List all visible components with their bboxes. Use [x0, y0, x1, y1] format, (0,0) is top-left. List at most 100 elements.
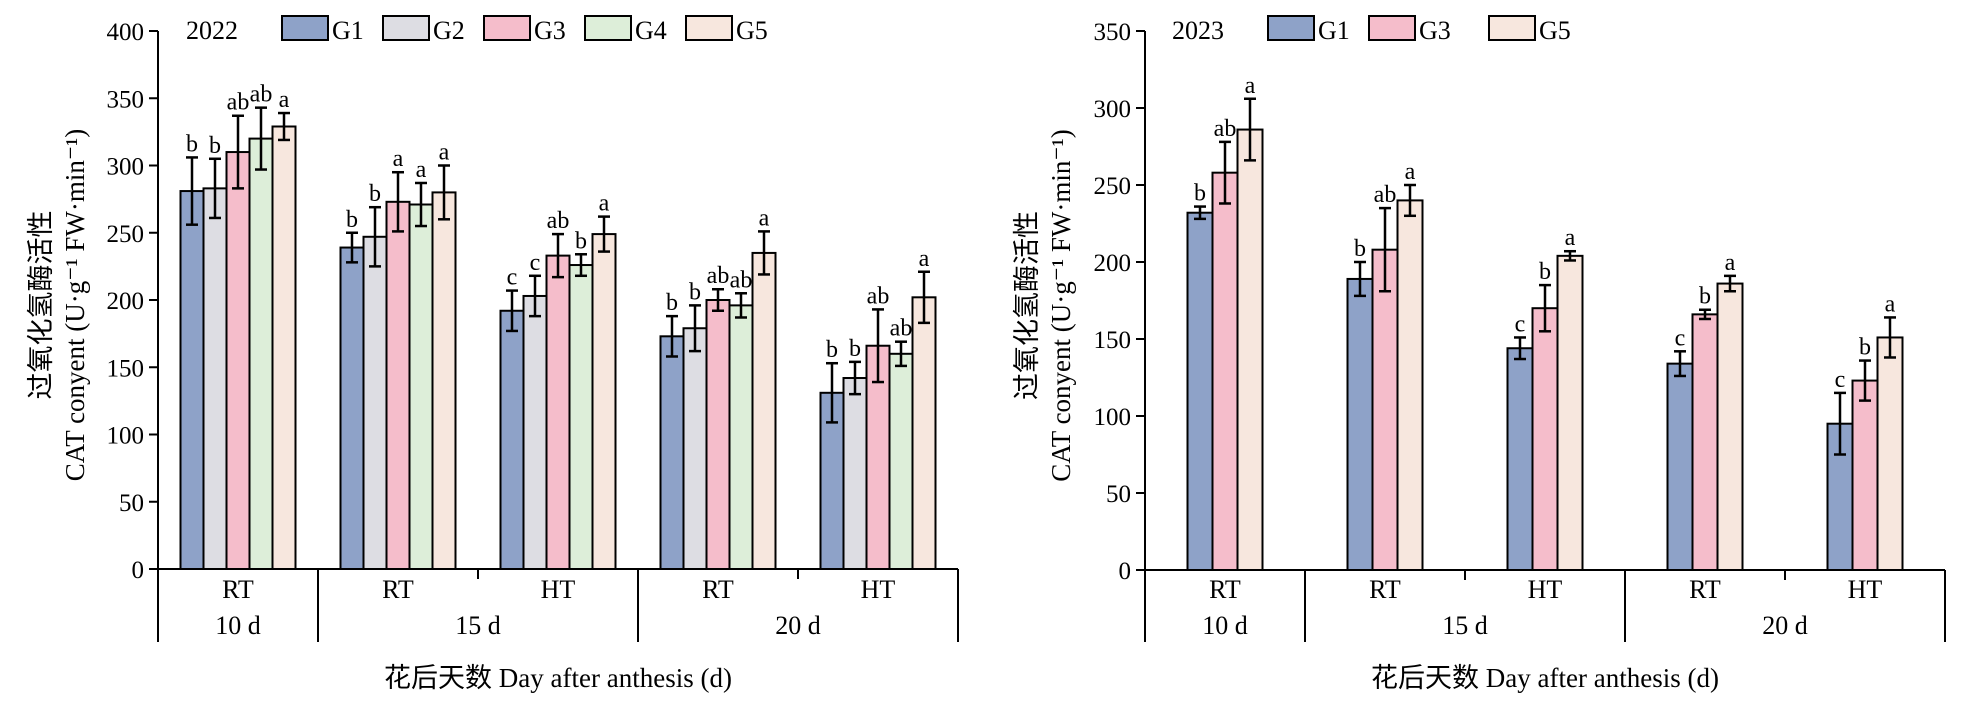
bar-g1 [1186, 211, 1214, 571]
y-axis-title-cn: 过氧化氢酶活性 [26, 211, 56, 400]
significance-letter: b [186, 131, 198, 157]
legend-label: G1 [332, 16, 364, 45]
bar-g2 [202, 187, 228, 571]
legend-label: G4 [635, 16, 667, 45]
day-group-label: 10 d [215, 611, 261, 640]
legend-label: G3 [534, 16, 566, 45]
y-axis-title-en: CAT conyent (U·g⁻¹ FW·min⁻¹) [60, 129, 90, 481]
significance-letter: b [369, 181, 381, 207]
significance-letter: ab [1374, 182, 1397, 208]
bar-g5 [591, 233, 617, 570]
day-group-label: 20 d [775, 611, 821, 640]
day-group-label: 20 d [1762, 611, 1808, 640]
significance-letter: a [1405, 159, 1416, 185]
significance-letter: b [1354, 236, 1366, 262]
bar-g5 [1396, 199, 1424, 571]
bar-g3 [1211, 171, 1239, 571]
treatment-label: HT [541, 575, 576, 604]
bar-g3 [705, 299, 731, 570]
bar-g3 [1691, 313, 1719, 571]
y-tick-label: 350 [1094, 19, 1132, 46]
legend-swatch-g2 [382, 15, 430, 41]
significance-letter: ab [867, 283, 890, 309]
y-tick-label: 0 [132, 557, 145, 584]
legend-label: G5 [1539, 16, 1571, 45]
significance-letter: ab [730, 267, 753, 293]
bar-g3 [1851, 379, 1879, 571]
significance-letter: c [507, 265, 518, 291]
day-group-label: 15 d [1442, 611, 1488, 640]
bar-g5 [911, 296, 937, 570]
y-axis-title-cn: 过氧化氢酶活性 [1012, 211, 1042, 400]
bar-g5 [1876, 336, 1904, 571]
significance-letter: a [439, 140, 450, 166]
legend-swatch-g5 [685, 15, 733, 41]
bar-g5 [1556, 254, 1584, 571]
treatment-label: HT [861, 575, 896, 604]
bar-g1 [1506, 347, 1534, 571]
bar-g4 [568, 264, 594, 570]
y-tick-label: 100 [107, 423, 145, 450]
bar-g3 [1371, 248, 1399, 571]
bar-g4 [248, 137, 274, 570]
treatment-label: RT [1689, 575, 1721, 604]
legend-swatch-g3 [1368, 15, 1416, 41]
y-tick-label: 400 [107, 19, 145, 46]
legend-label: G2 [433, 16, 465, 45]
significance-letter: b [1699, 284, 1711, 310]
bar-g2 [362, 235, 388, 570]
significance-letter: a [279, 87, 290, 113]
day-group-label: 10 d [1202, 611, 1248, 640]
y-tick-label: 250 [107, 221, 145, 248]
significance-letter: ab [890, 316, 913, 342]
significance-letter: ab [250, 82, 273, 108]
x-axis-title: 花后天数 Day after anthesis (d) [384, 663, 732, 693]
y-tick-label: 150 [107, 355, 145, 382]
legend-swatch-g3 [483, 15, 531, 41]
significance-letter: ab [227, 90, 250, 116]
bar-g1 [499, 309, 525, 570]
bar-g4 [728, 304, 754, 570]
treatment-label: RT [222, 575, 254, 604]
significance-letter: ab [547, 208, 570, 234]
y-tick-label: 150 [1094, 327, 1132, 354]
bar-g2 [682, 327, 708, 570]
legend-swatch-g4 [584, 15, 632, 41]
significance-letter: a [1245, 73, 1256, 99]
y-tick-label: 0 [1119, 558, 1132, 585]
significance-letter: a [416, 157, 427, 183]
y-axis-title-en: CAT conyent (U·g⁻¹ FW·min⁻¹) [1046, 129, 1076, 481]
significance-letter: c [530, 250, 541, 276]
y-tick-label: 100 [1094, 404, 1132, 431]
bar-g1 [1346, 277, 1374, 571]
significance-letter: a [759, 205, 770, 231]
y-tick-label: 50 [1106, 481, 1131, 508]
bar-g5 [271, 125, 297, 571]
x-axis-title: 花后天数 Day after anthesis (d) [1371, 663, 1719, 693]
significance-letter: a [599, 191, 610, 217]
y-tick-label: 200 [1094, 250, 1132, 277]
y-tick-label: 50 [119, 490, 144, 517]
bar-g1 [1666, 362, 1694, 572]
bar-g2 [842, 377, 868, 571]
bar-g3 [225, 151, 251, 571]
chart-panel-2023: 050100150200250300350babaRTbabaRTcbaHTcb… [1012, 15, 1946, 693]
year-label: 2022 [186, 16, 238, 45]
significance-letter: a [393, 146, 404, 172]
y-tick-label: 350 [107, 86, 145, 113]
significance-letter: a [919, 246, 930, 272]
treatment-label: RT [382, 575, 414, 604]
legend-label: G3 [1419, 16, 1451, 45]
bar-g3 [1531, 307, 1559, 571]
year-label: 2023 [1172, 16, 1224, 45]
significance-letter: ab [1214, 116, 1237, 142]
significance-letter: c [1515, 311, 1526, 337]
significance-letter: a [1725, 250, 1736, 276]
bar-g3 [545, 254, 571, 571]
bar-g2 [522, 294, 548, 570]
legend-swatch-g1 [1267, 15, 1315, 41]
treatment-label: RT [702, 575, 734, 604]
y-tick-label: 250 [1094, 173, 1132, 200]
